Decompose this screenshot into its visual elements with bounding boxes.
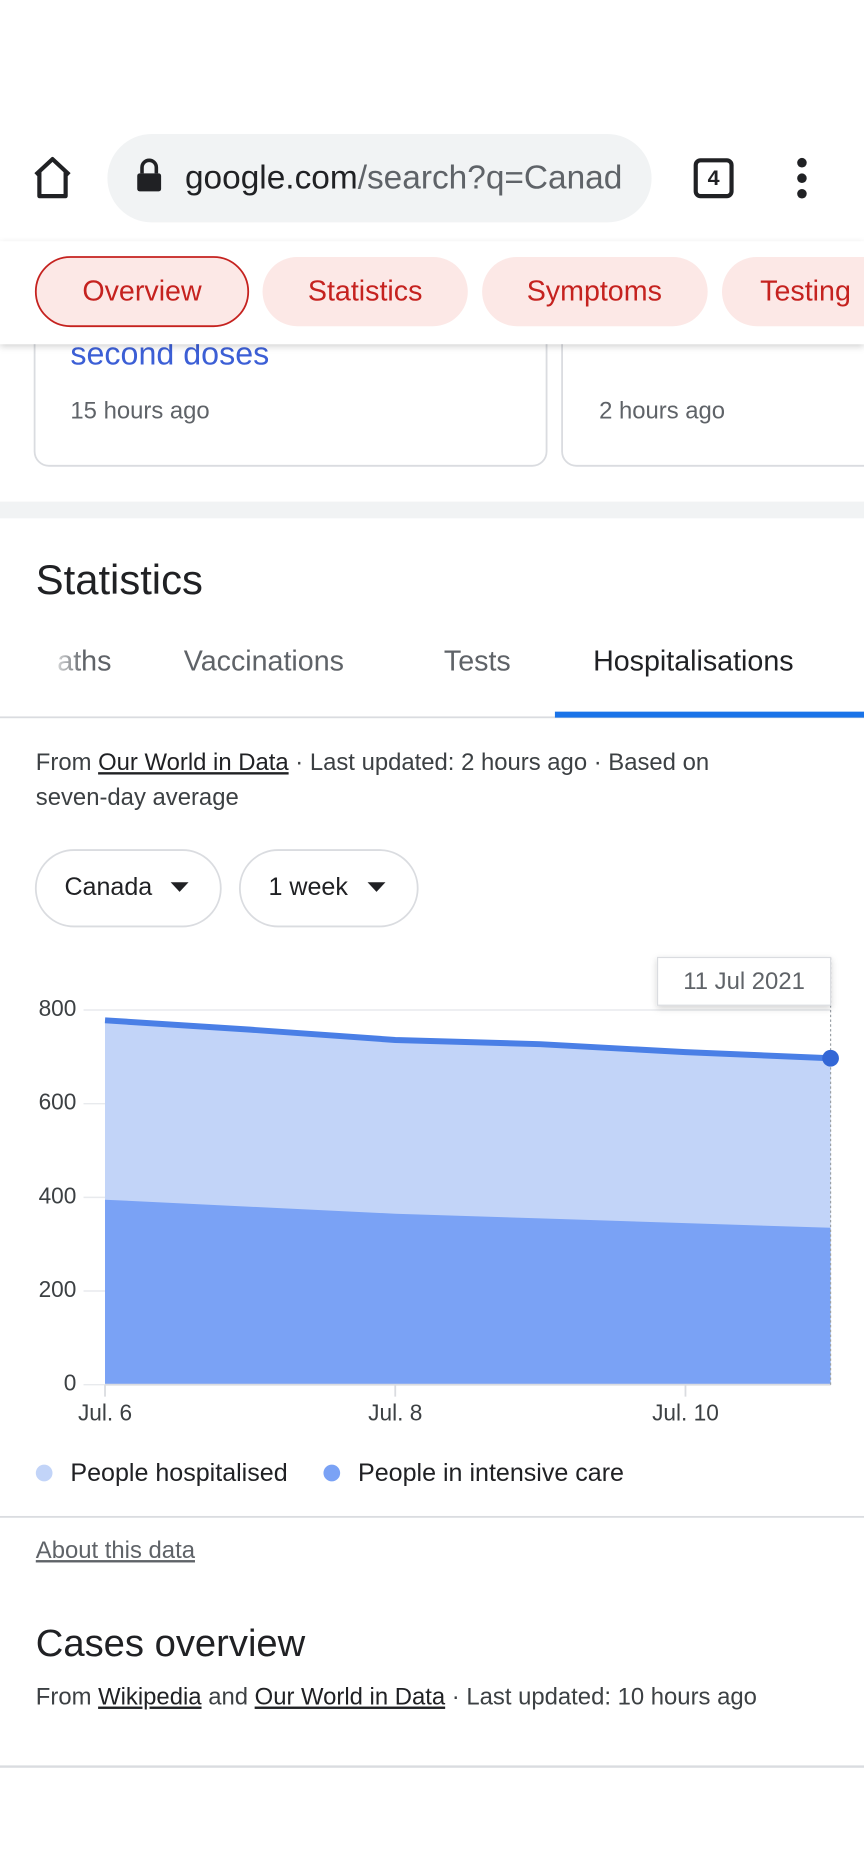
dropdown[interactable]: [34, 849, 222, 928]
x-tick-label: Jul. 6: [78, 1400, 132, 1426]
chip-label: Statistics: [308, 275, 423, 307]
x-tick-label: Jul. 8: [368, 1400, 422, 1426]
dropdown-label: 1 week: [269, 873, 349, 901]
chart: 0 200 400 600 800 11 Jul 2021 Jul. 6 Jul. 8 Jul.…: [35, 956, 839, 1487]
text: and: [208, 1684, 248, 1711]
url-bar[interactable]: [107, 134, 652, 223]
section-divider: [0, 501, 864, 519]
source-link[interactable]: Our World in Data: [255, 1684, 446, 1711]
chip[interactable]: [721, 256, 864, 327]
source-link[interactable]: Wikipedia: [98, 1684, 202, 1711]
lock-icon: [140, 158, 159, 174]
chip[interactable]: [262, 256, 468, 327]
tooltip: [656, 956, 832, 1006]
tab-count: 4: [708, 166, 720, 190]
y-tick-label: 0: [64, 1370, 77, 1396]
source-link[interactable]: Our World in Data: [98, 749, 289, 776]
y-tick-label: 800: [39, 995, 77, 1021]
home-icon[interactable]: [34, 157, 71, 199]
tab-indicator: [554, 711, 864, 718]
y-tick-label: 200: [39, 1276, 77, 1302]
chip[interactable]: [34, 256, 250, 328]
url-path: /search?q=Canad: [358, 159, 623, 196]
tab-divider: [0, 716, 864, 719]
divider: [0, 1515, 864, 1518]
url: google.com/search?q=Canad: [185, 159, 622, 196]
dropdown-arrow: [367, 882, 386, 892]
chip-label: Overview: [82, 275, 202, 307]
source-line: From Wikipedia and Our World in Data · L…: [36, 1684, 757, 1711]
tab[interactable]: Tests: [444, 645, 511, 677]
dropdown-label: Canada: [64, 873, 152, 901]
lock-icon: [137, 173, 162, 192]
text: · Last updated: 2 hours ago · Based on: [295, 749, 709, 776]
tooltip-text: 11 Jul 2021: [683, 968, 805, 995]
tab-active[interactable]: Hospitalisations: [593, 645, 793, 677]
legend-swatch: [35, 1464, 53, 1482]
section-heading: Cases overview: [36, 1622, 306, 1665]
menu-dot[interactable]: [797, 157, 807, 168]
menu-dot: [797, 173, 807, 183]
menu-dot: [797, 188, 807, 199]
card-time: 15 hours ago: [70, 397, 209, 424]
url-domain: google.com: [185, 159, 358, 196]
chip-label: Testing: [760, 275, 851, 307]
hover-dot: [822, 1049, 839, 1067]
text: From: [36, 1684, 92, 1711]
line: [104, 1017, 831, 1062]
x-tick-label: Jul. 10: [652, 1400, 719, 1426]
legend-swatch: [323, 1464, 341, 1482]
dropdown-arrow: [170, 882, 189, 892]
tab[interactable]: Vaccinations: [184, 645, 344, 677]
legend-label: People in intensive care: [358, 1459, 624, 1487]
divider: [0, 1765, 864, 1768]
chip[interactable]: [482, 256, 708, 327]
y-tick-label: 400: [39, 1182, 77, 1208]
text: · Last updated: 10 hours ago: [452, 1684, 757, 1711]
text: From: [36, 749, 92, 776]
y-tick-label: 600: [39, 1089, 77, 1115]
source-line: From Our World in Data · Last updated: 2…: [36, 749, 709, 776]
legend-label: People hospitalised: [70, 1459, 287, 1487]
section-heading: Statistics: [36, 556, 203, 603]
tab-switcher[interactable]: [693, 158, 734, 199]
tab-fade: [47, 632, 84, 693]
source-line: seven-day average: [36, 784, 239, 811]
area: [105, 1199, 831, 1385]
about-link[interactable]: About this data: [36, 1537, 196, 1564]
card-time: 2 hours ago: [599, 397, 725, 424]
chip-label: Symptoms: [527, 275, 662, 307]
dropdown[interactable]: [238, 849, 419, 928]
